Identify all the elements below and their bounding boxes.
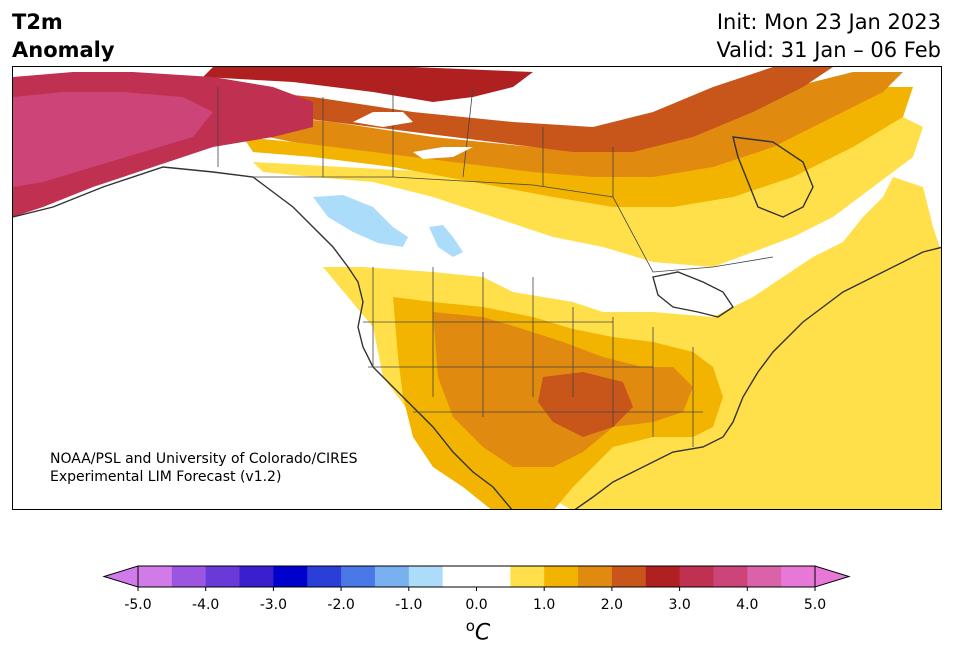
coastlines: [13, 136, 941, 509]
colorbar-cell: [273, 566, 308, 587]
colorbar-cell: [510, 566, 545, 587]
credit-line-1: NOAA/PSL and University of Colorado/CIRE…: [50, 451, 358, 467]
colorbar-tick-label: 5.0: [803, 597, 827, 613]
great-lakes: [652, 271, 734, 318]
hudson-bay: [732, 136, 814, 218]
colorbar-cell: [781, 566, 816, 587]
valid-period: Valid: 31 Jan – 06 Feb: [716, 38, 941, 62]
colorbar-cell: [408, 566, 444, 587]
canadian-lakes: [353, 112, 473, 159]
anomaly-region-2p5c: [538, 372, 633, 437]
map-canvas: [13, 67, 941, 509]
colorbar-cell: [645, 566, 681, 587]
title-type: Anomaly: [12, 38, 115, 62]
credit-line-2: Experimental LIM Forecast (v1.2): [50, 469, 282, 485]
colorbar-tick-label: 2.0: [600, 597, 624, 613]
anomaly-region-cool-2: [429, 225, 463, 257]
colorbar-ticks: [137, 587, 816, 591]
anomaly-region-2p5c-north: [213, 67, 833, 152]
colorbar-tick-label: 4.0: [736, 597, 759, 613]
colorbar-cell: [138, 566, 173, 587]
anomaly-map: NOAA/PSL and University of Colorado/CIRE…: [12, 66, 942, 510]
colorbar-cell: [544, 566, 579, 587]
title-variable: T2m: [12, 10, 63, 34]
colorbar-cell: [171, 566, 207, 587]
forecast-dates: Init: Mon 23 Jan 2023 Valid: 31 Jan – 06…: [716, 8, 941, 64]
colorbar-cell: [679, 566, 714, 587]
colorbar-cell: [341, 566, 376, 587]
colorbar-over-arrow: [814, 565, 851, 588]
units-degree: o: [465, 617, 475, 635]
units-letter: C: [474, 620, 491, 646]
anomaly-fill: [13, 67, 941, 509]
colorbar-cell: [611, 566, 647, 587]
anomaly-region-3c: [203, 67, 533, 102]
colorbar-tick-label: -1.0: [395, 597, 423, 613]
colorbar-cell: [374, 566, 410, 587]
gulf-coast: [574, 246, 941, 509]
political-borders: [217, 86, 774, 447]
colorbar-cell: [578, 566, 613, 587]
colorbar-cell: [747, 566, 782, 587]
colorbar-cell: [239, 566, 274, 587]
colorbar-tick-label: -3.0: [259, 597, 288, 613]
anomaly-region-2c-north: [233, 72, 903, 177]
colorbar-cells: [138, 566, 816, 587]
init-date: Init: Mon 23 Jan 2023: [716, 10, 941, 34]
data-credit: NOAA/PSL and University of Colorado/CIRE…: [50, 450, 358, 486]
colorbar-cell: [307, 566, 342, 587]
state-borders: [363, 267, 703, 447]
pacific-coast: [13, 166, 513, 509]
colorbar-tick-label: -4.0: [192, 597, 220, 613]
colorbar-tick-label: -5.0: [124, 597, 152, 613]
colorbar-cell: [476, 566, 511, 587]
anomaly-region-cool: [313, 195, 408, 247]
colorbar-tick-label: 1.0: [533, 597, 556, 613]
province-borders: [322, 86, 614, 197]
colorbar-tick-label: -2.0: [327, 597, 355, 613]
colorbar-cell: [205, 566, 241, 587]
colorbar-cell: [713, 566, 748, 587]
colorbar-tick-label: 0.0: [465, 597, 488, 613]
colorbar-units: oC: [466, 617, 491, 645]
colorbar-cell: [442, 566, 477, 587]
colorbar-under-arrow: [102, 565, 139, 588]
anomaly-region-4c: [13, 92, 213, 187]
map-title: T2m Anomaly: [12, 8, 115, 64]
colorbar-tick-label: 3.0: [668, 597, 691, 613]
